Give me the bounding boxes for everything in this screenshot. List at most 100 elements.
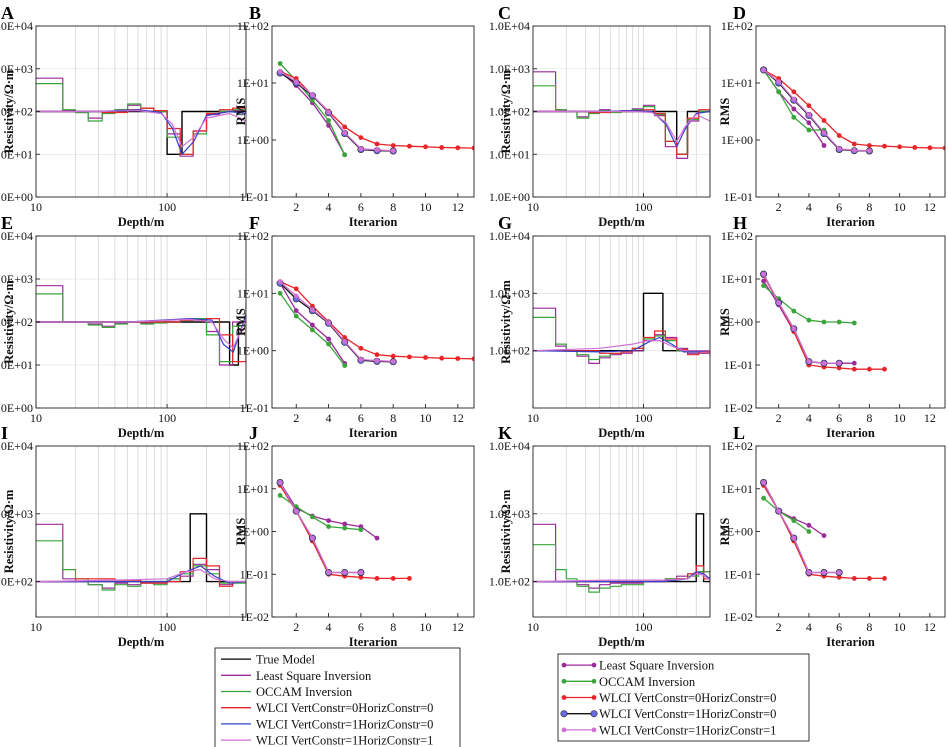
y-axis-label: RMS [234, 308, 248, 336]
x-tick-label: 6 [836, 411, 842, 425]
x-tick-label: 100 [634, 620, 652, 634]
x-tick-label: 12 [452, 620, 464, 634]
y-tick-label: 1E-02 [240, 610, 269, 624]
y-tick-label: 1E+02 [721, 439, 753, 453]
plot-frame [755, 25, 946, 198]
data-point-wlci_00 [390, 353, 396, 359]
panel-letter: B [249, 3, 261, 23]
legend-marker-wlci_11 [561, 727, 567, 733]
data-point-wlci_11 [293, 508, 299, 514]
y-tick-label: 1E+02 [237, 439, 269, 453]
x-axis-label: Depth/m [598, 215, 645, 229]
data-point-occam [326, 341, 331, 347]
x-tick-label: 12 [924, 411, 936, 425]
data-point-wlci_00 [358, 345, 364, 351]
series-line-wlci_00 [279, 281, 474, 360]
series-layer-B [276, 61, 474, 158]
data-point-wlci_11 [277, 480, 283, 485]
y-tick-label: 1.0E+00 [0, 190, 33, 204]
series-line-true_model [36, 110, 246, 156]
data-point-wlci_11 [836, 360, 842, 366]
panel-L: 1E-02 1E-01 1E+00 1E+01 1E+02 2 4 6 8 10 12 Iterari… [718, 423, 946, 649]
data-point-least_square [791, 106, 797, 112]
series-line-occam [533, 544, 710, 593]
data-point-occam [761, 495, 766, 501]
legend-label-wlci_00: WLCI VertConstr=0HorizConstr=0 [256, 701, 433, 715]
x-axis-label: Iterarion [349, 426, 398, 440]
plot-frame [532, 445, 711, 618]
x-tick-label: 8 [390, 411, 396, 425]
y-tick-label: 1.0E+02 [489, 344, 530, 358]
data-point-occam [791, 518, 797, 523]
series-line-wlci_11 [279, 482, 361, 574]
series-line-wlci_00 [36, 318, 246, 363]
y-tick-label: 1E+01 [721, 482, 753, 496]
legend-label-least_square: Least Square Inversion [599, 659, 715, 673]
panel-letter: G [498, 213, 512, 233]
data-point-wlci_11 [791, 535, 797, 541]
data-point-wlci_00 [897, 144, 902, 150]
series-line-wlci_11 [36, 318, 246, 349]
data-point-wlci_11 [358, 570, 364, 575]
data-point-wlci_11 [776, 508, 782, 514]
data-point-wlci_00 [358, 574, 364, 580]
data-point-occam [836, 319, 842, 325]
data-point-wlci_11 [358, 357, 364, 362]
series-layer-I [36, 513, 246, 591]
legend-label-wlci_10: WLCI VertConstr=1HorizConstr=0 [256, 717, 433, 731]
y-tick-label: 1E-01 [240, 567, 269, 581]
series-line-least_square [533, 307, 710, 364]
data-point-wlci_11 [310, 535, 315, 541]
rms-legend: Least Square Inversion OCCAM Inversion WLC… [557, 653, 810, 742]
y-tick-label: 1E+02 [237, 19, 269, 33]
data-point-occam [277, 61, 283, 66]
data-point-occam [806, 317, 812, 323]
data-point-wlci_11 [806, 359, 812, 364]
grid-I [36, 446, 246, 617]
x-tick-label: 8 [390, 620, 396, 634]
y-tick-label: 1E+02 [237, 229, 269, 243]
data-point-occam [293, 313, 299, 319]
x-axis-label: Depth/m [598, 635, 645, 649]
legend-label-wlci_11: WLCI VertConstr=1HorizConstr=1 [256, 734, 433, 747]
x-tick-label: 12 [924, 620, 936, 634]
y-tick-label: 1.0E+04 [0, 439, 33, 453]
x-axis-label: Depth/m [598, 426, 645, 440]
legend-marker-occam [561, 678, 567, 684]
y-tick-label: 1.0E+01 [0, 358, 33, 372]
panel-C: 1.0E+00 1.0E+01 1.0E+02 1.0E+03 1.0E+04 10 100… [489, 3, 711, 229]
data-point-wlci_00 [851, 141, 857, 147]
y-axis-label: RMS [234, 98, 248, 126]
x-tick-label: 10 [420, 620, 432, 634]
panel-A: 1.0E+00 1.0E+01 1.0E+02 1.0E+03 1.0E+04 10 100… [0, 3, 247, 229]
panel-D: 1E-01 1E+00 1E+01 1E+02 2 4 6 8 10 12 Iterarion RMS… [718, 3, 946, 229]
data-point-wlci_11 [390, 359, 396, 364]
legend-label-least_square: Least Square Inversion [256, 669, 372, 683]
series-line-least_square [763, 482, 825, 537]
legend-frame [214, 647, 461, 747]
x-tick-label: 8 [390, 200, 396, 214]
series-line-wlci_10 [36, 565, 246, 584]
panel-H: 1E-02 1E-01 1E+00 1E+01 1E+02 2 4 6 8 10 12 Iterari… [718, 213, 946, 440]
y-axis-label: Resistivity/Ω·m [2, 69, 16, 153]
data-point-wlci_11 [374, 358, 380, 363]
data-point-wlci_11 [821, 570, 827, 575]
series-line-occam [533, 85, 710, 155]
y-axis-label: Resistivity/Ω·m [499, 280, 513, 364]
panels-layer: 1.0E+00 1.0E+01 1.0E+02 1.0E+03 1.0E+04 10 100… [0, 3, 946, 649]
panel-letter: H [733, 213, 747, 233]
data-point-occam [791, 308, 797, 314]
legend-label-true_model: True Model [256, 653, 315, 667]
panel-letter: L [733, 423, 745, 443]
data-point-wlci_00 [439, 355, 445, 361]
legend-label-wlci_10: WLCI VertConstr=1HorizConstr=0 [599, 707, 776, 721]
data-point-wlci_00 [836, 574, 842, 580]
data-point-occam [342, 525, 348, 531]
x-tick-label: 2 [293, 620, 299, 634]
x-tick-label: 2 [776, 411, 782, 425]
data-point-occam [326, 524, 331, 529]
panel-E: 1.0E+00 1.0E+01 1.0E+02 1.0E+03 1.0E+04 10 100… [0, 213, 247, 440]
data-point-wlci_11 [374, 147, 380, 153]
y-tick-label: 1.0E+02 [0, 315, 33, 329]
data-point-wlci_00 [293, 286, 299, 292]
